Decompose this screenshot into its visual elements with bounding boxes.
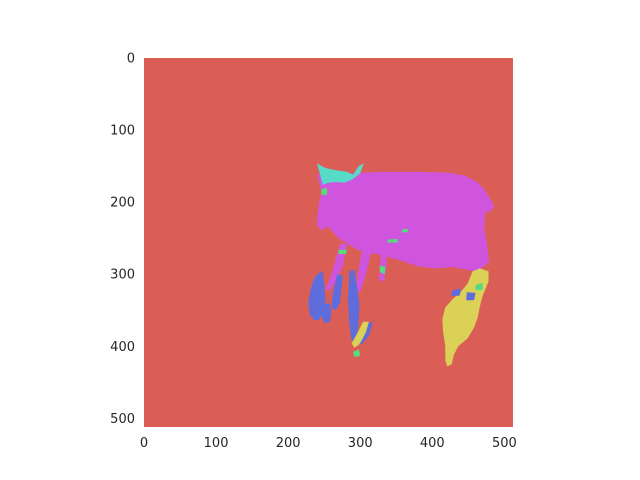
plot-area xyxy=(144,58,513,427)
segment-leg-marks-20 xyxy=(321,187,328,195)
x-tick-label: 100 xyxy=(204,436,229,451)
x-tick-label: 0 xyxy=(140,436,148,451)
segment-body-4 xyxy=(317,173,333,195)
segment-body-3 xyxy=(378,246,388,282)
y-tick-label: 100 xyxy=(110,124,135,139)
segment-body-1 xyxy=(355,239,374,293)
segment-body-2 xyxy=(325,243,348,291)
x-axis: 0 100 200 300 400 500 xyxy=(140,436,517,451)
y-tick-label: 400 xyxy=(110,340,135,355)
segment-leg-marks-16 xyxy=(379,265,386,275)
x-tick-label: 300 xyxy=(348,436,373,451)
x-tick-label: 200 xyxy=(276,436,301,451)
segment-body-0 xyxy=(317,171,495,272)
segment-body-5 xyxy=(351,179,359,192)
x-tick-label: 500 xyxy=(492,436,517,451)
y-tick-label: 200 xyxy=(110,196,135,211)
y-tick-label: 300 xyxy=(110,268,135,283)
segment-legs-8 xyxy=(348,269,360,342)
y-axis: 0 100 200 300 400 500 xyxy=(110,52,135,427)
segment-leg-marks-18 xyxy=(387,238,398,243)
segment-leg-marks-19 xyxy=(402,228,408,233)
y-tick-label: 0 xyxy=(127,52,135,67)
segment-leg-marks-17 xyxy=(338,249,348,254)
segment-leg-marks-15 xyxy=(475,282,483,291)
segment-hind-leg-12 xyxy=(442,268,489,367)
segment-leg-marks-14 xyxy=(353,349,361,358)
segment-legs-21 xyxy=(466,292,476,301)
segment-legs-9 xyxy=(331,274,343,311)
segment-head-marking-6 xyxy=(317,163,364,185)
y-tick-label: 500 xyxy=(110,412,135,427)
segment-legs-7 xyxy=(308,271,326,321)
x-tick-label: 400 xyxy=(420,436,445,451)
segment-legs-22 xyxy=(451,288,462,296)
segment-legs-10 xyxy=(321,303,332,324)
segment-hind-leg-13 xyxy=(351,321,369,348)
